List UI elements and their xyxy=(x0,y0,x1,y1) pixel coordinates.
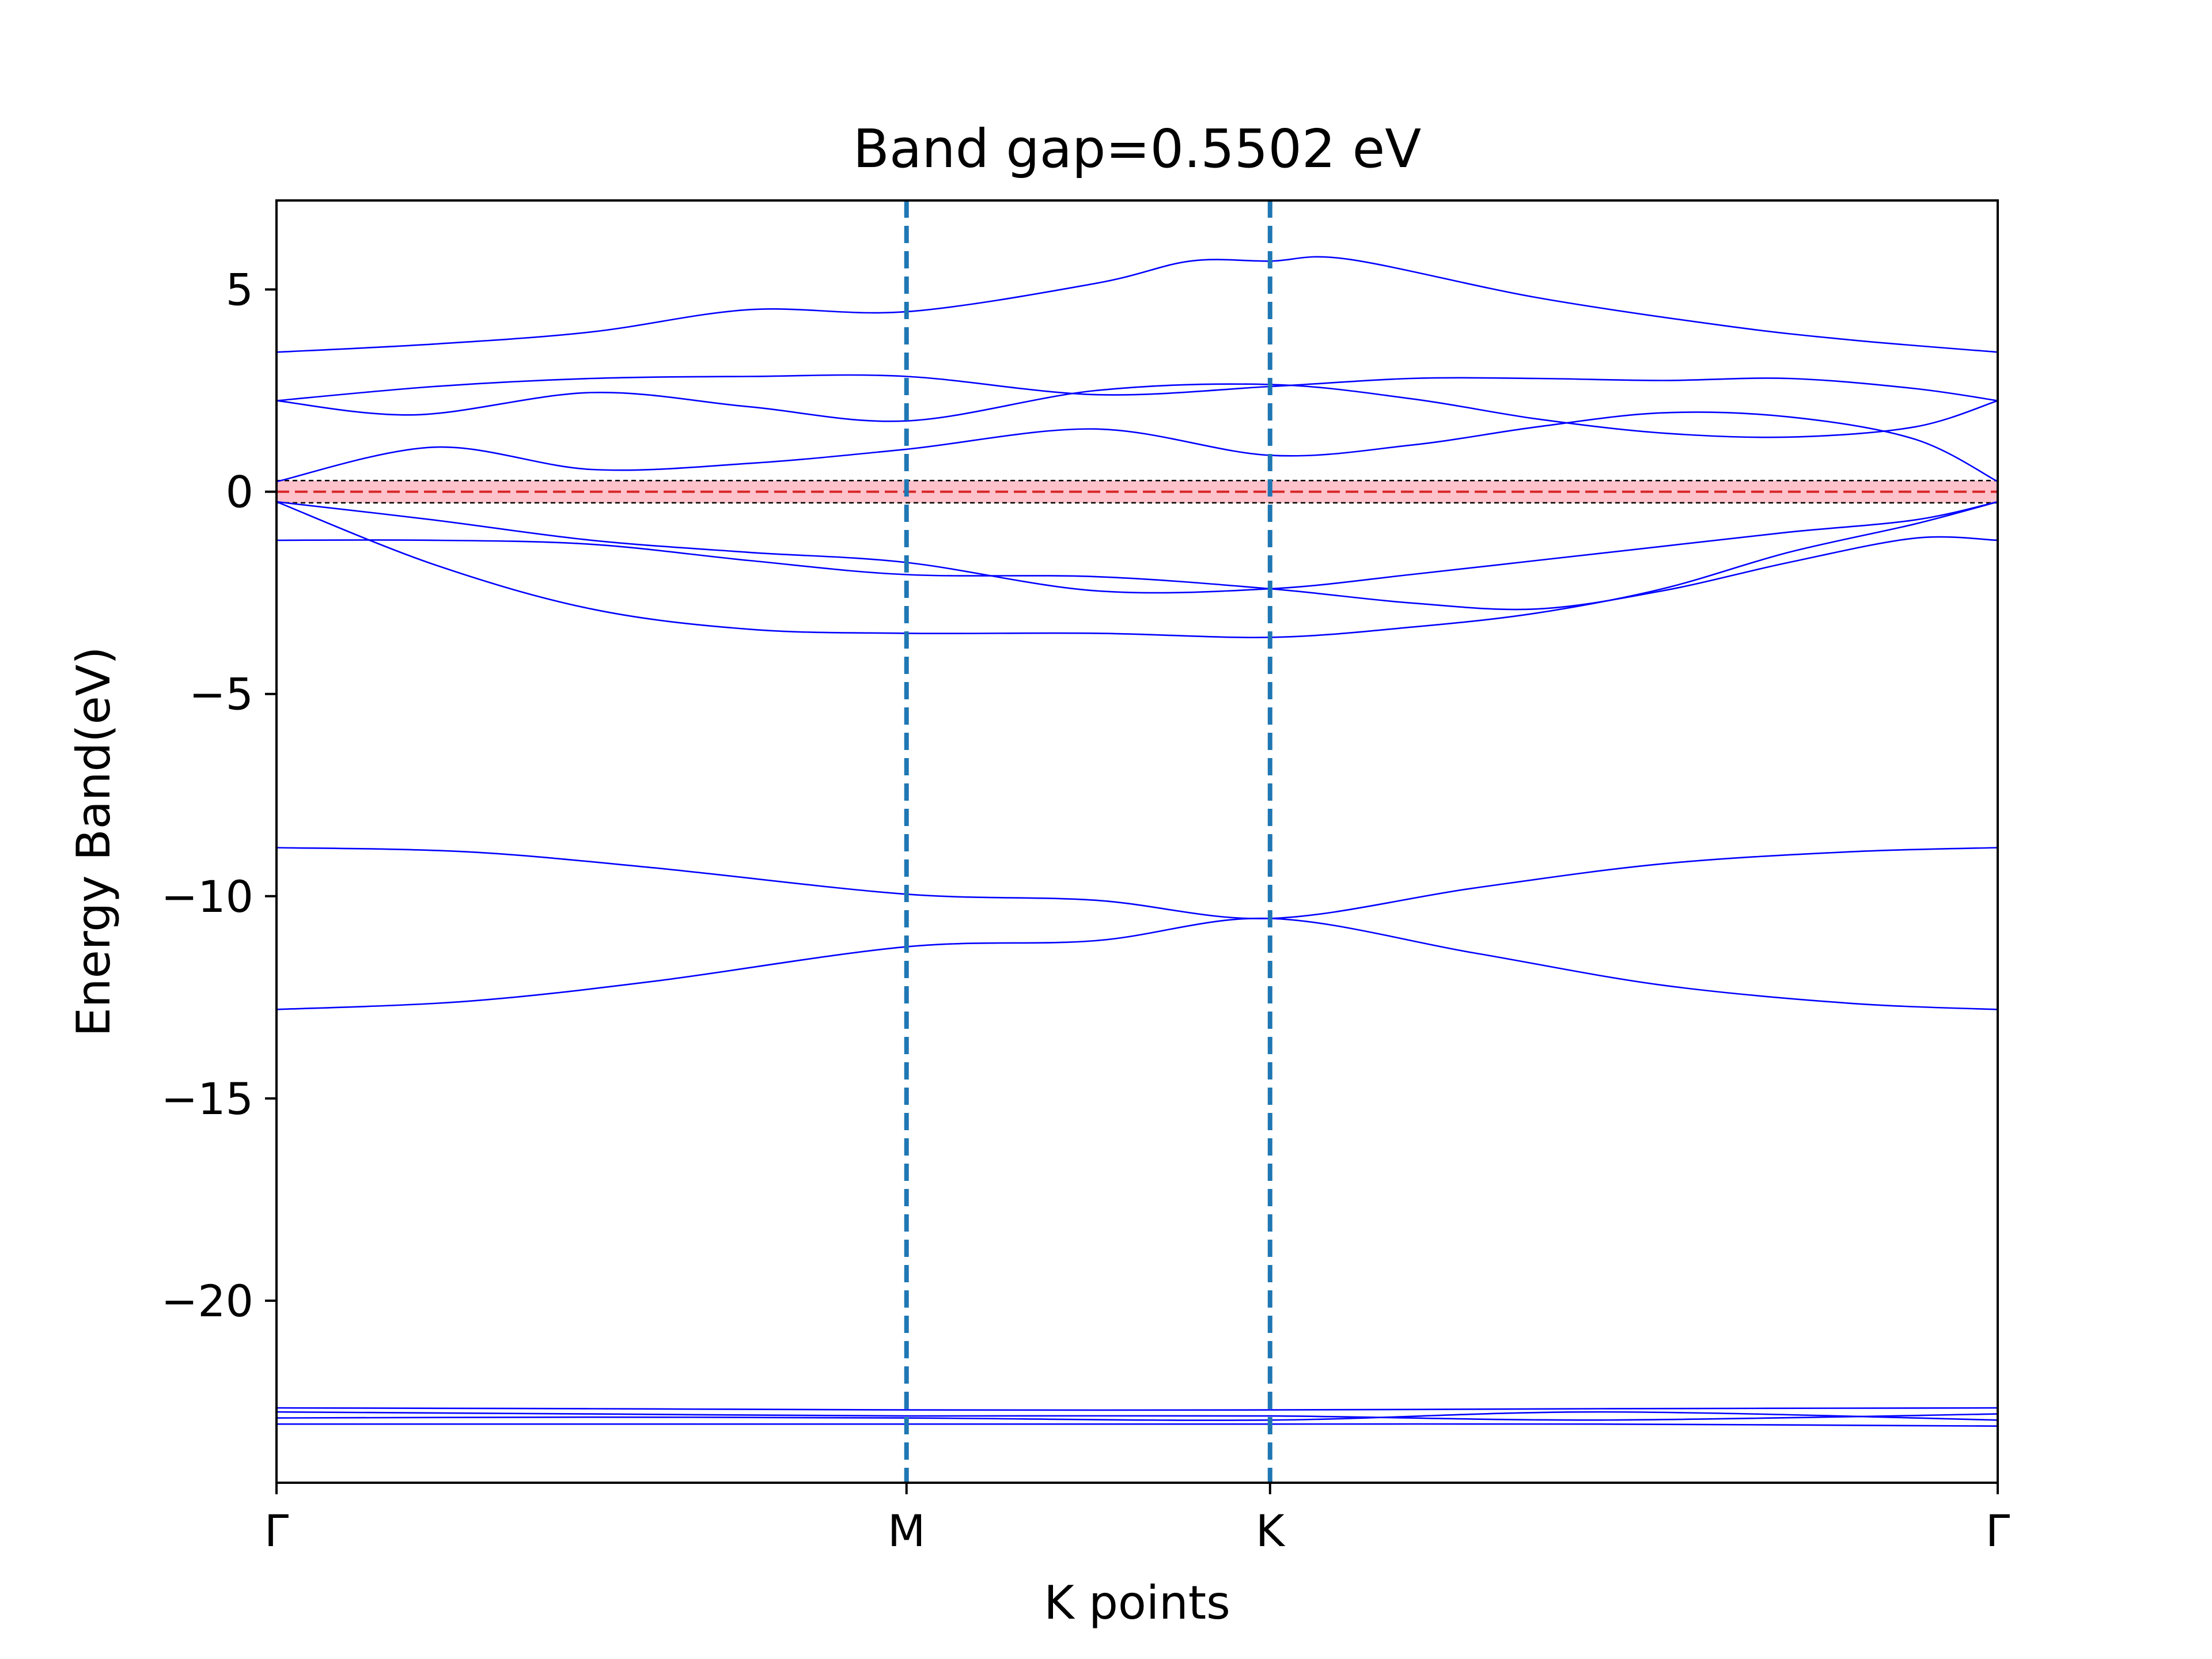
x-axis-title: K points xyxy=(1044,1576,1230,1630)
y-tick-label: 0 xyxy=(226,467,253,518)
high-symmetry-lines xyxy=(904,200,1272,1483)
band-line-9 xyxy=(276,917,1998,1010)
band-line-1 xyxy=(276,256,1998,353)
band-line-4 xyxy=(276,411,1998,483)
y-axis-title: Energy Band(eV) xyxy=(67,646,120,1036)
band-line-5 xyxy=(276,501,1998,594)
y-tick-label: 5 xyxy=(226,264,253,315)
band-line-12 xyxy=(276,1411,1998,1421)
band-line-8 xyxy=(276,847,1998,919)
band-lines xyxy=(276,256,1998,1427)
band-line-11 xyxy=(276,1411,1998,1421)
y-tick-label: −15 xyxy=(161,1073,253,1124)
x-tick-label: M xyxy=(888,1505,926,1556)
band-gap-region xyxy=(276,480,1998,504)
x-tick-label: Γ xyxy=(1986,1505,2010,1556)
chart-title: Band gap=0.5502 eV xyxy=(853,118,1421,180)
band-line-6 xyxy=(276,536,1998,611)
plot-frame xyxy=(275,199,1999,1484)
y-tick-label: −5 xyxy=(189,669,253,720)
band-line-13 xyxy=(276,1423,1998,1427)
band-line-10 xyxy=(276,1407,1998,1411)
x-tick-label: K xyxy=(1256,1505,1286,1556)
axis-ticks: 5 0 −5 −10 −15 −20 Γ M K Γ xyxy=(161,264,2010,1556)
x-tick-label: Γ xyxy=(264,1505,289,1556)
y-tick-label: −10 xyxy=(161,871,253,922)
band-line-7 xyxy=(276,501,1998,638)
band-line-3 xyxy=(276,383,1998,438)
band-line-2 xyxy=(276,374,1998,402)
y-tick-label: −20 xyxy=(161,1275,253,1327)
